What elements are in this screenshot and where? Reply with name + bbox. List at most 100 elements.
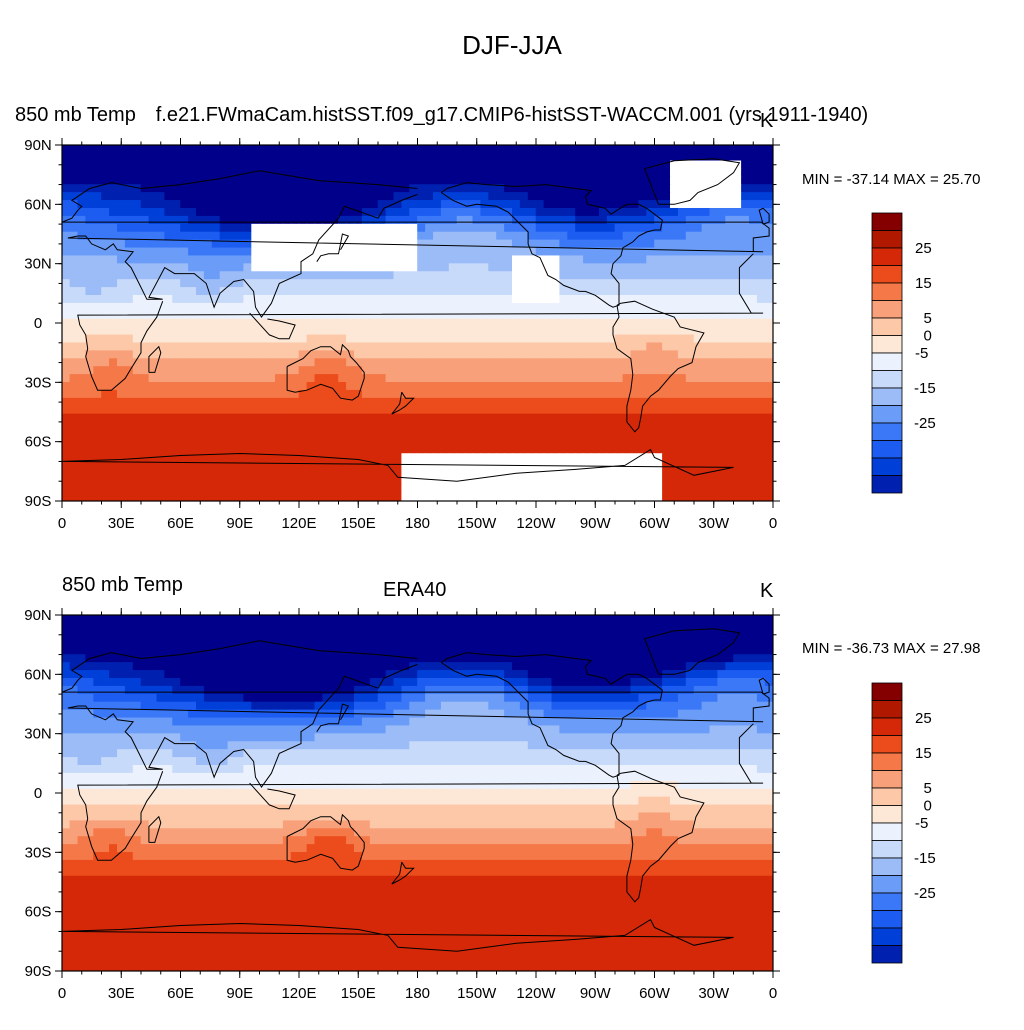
field-cell <box>196 366 205 375</box>
field-cell <box>378 168 387 177</box>
field-cell <box>236 469 245 478</box>
field-cell <box>441 216 450 225</box>
field-cell <box>702 485 711 494</box>
field-cell <box>101 350 110 359</box>
field-cell <box>544 374 553 383</box>
field-cell <box>133 303 142 312</box>
field-cell <box>433 430 442 439</box>
field-cell <box>354 461 363 470</box>
field-cell <box>299 327 308 336</box>
field-cell <box>291 350 300 359</box>
field-cell <box>465 469 474 478</box>
field-cell <box>346 161 355 170</box>
field-cell <box>473 485 482 494</box>
field-cell <box>575 350 584 359</box>
field-cell <box>220 342 229 351</box>
field-cell <box>322 638 331 647</box>
field-cell <box>528 200 537 209</box>
panel2-left-title: 850 mb Temp <box>62 574 183 597</box>
field-cell <box>164 161 173 170</box>
field-cell <box>512 200 521 209</box>
field-cell <box>694 638 703 647</box>
field-cell <box>275 342 284 351</box>
field-cell <box>694 445 703 454</box>
field-cell <box>299 398 308 407</box>
field-cell <box>480 445 489 454</box>
field-cell <box>765 335 774 344</box>
field-cell <box>409 406 418 415</box>
field-cell <box>70 461 79 470</box>
field-cell <box>465 168 474 177</box>
field-cell <box>599 358 608 367</box>
field-cell <box>496 232 505 241</box>
field-cell <box>575 477 584 486</box>
field-cell <box>251 390 259 399</box>
field-cell <box>117 161 126 170</box>
field-cell <box>733 192 742 201</box>
field-cell <box>259 232 268 241</box>
field-cell <box>299 382 308 391</box>
field-cell <box>78 145 87 154</box>
field-cell <box>172 232 181 241</box>
field-cell <box>228 437 237 446</box>
field-cell <box>662 287 671 296</box>
field-cell <box>243 232 252 241</box>
field-cell <box>749 437 758 446</box>
field-cell <box>717 638 726 647</box>
field-cell <box>733 358 742 367</box>
field-cell <box>188 493 197 502</box>
field-cell <box>733 168 742 177</box>
field-cell <box>322 287 331 296</box>
field-cell <box>259 422 268 431</box>
field-cell <box>583 350 592 359</box>
field-cell <box>401 161 410 170</box>
field-cell <box>243 208 252 217</box>
field-cell <box>749 342 758 351</box>
field-cell <box>338 469 347 478</box>
field-cell <box>536 414 545 423</box>
field-cell <box>291 631 300 640</box>
field-cell <box>631 240 640 249</box>
field-cell <box>520 390 529 399</box>
field-cell <box>251 366 259 375</box>
field-cell <box>654 445 663 454</box>
field-cell <box>528 350 537 359</box>
field-cell <box>536 366 545 375</box>
field-cell <box>101 374 110 383</box>
field-cell <box>157 493 166 502</box>
field-cell <box>307 445 316 454</box>
field-cell <box>228 335 237 344</box>
field-cell <box>370 662 379 671</box>
field-cell <box>686 335 695 344</box>
field-cell <box>346 430 355 439</box>
field-cell <box>70 631 79 640</box>
field-cell <box>733 390 742 399</box>
field-cell <box>607 662 616 671</box>
field-cell <box>575 295 584 304</box>
field-cell <box>93 390 102 399</box>
field-cell <box>607 279 616 288</box>
field-cell <box>575 319 584 328</box>
field-cell <box>172 335 181 344</box>
field-cell <box>646 240 655 249</box>
field-cell <box>725 232 734 241</box>
field-cell <box>133 319 142 328</box>
field-cell <box>330 287 339 296</box>
field-cell <box>441 366 450 375</box>
field-cell <box>354 390 363 399</box>
field-cell <box>267 358 276 367</box>
field-cell <box>717 287 726 296</box>
field-cell <box>267 662 276 671</box>
field-cell <box>283 493 292 502</box>
field-cell <box>528 477 537 486</box>
field-cell <box>480 279 489 288</box>
field-cell <box>251 216 259 225</box>
y-tick-label: 90S <box>25 493 52 510</box>
field-cell <box>480 374 489 383</box>
field-cell <box>228 200 237 209</box>
field-cell <box>583 422 592 431</box>
field-cell <box>109 145 118 154</box>
field-cell <box>362 654 371 663</box>
field-cell <box>631 461 640 470</box>
field-cell <box>196 646 205 655</box>
